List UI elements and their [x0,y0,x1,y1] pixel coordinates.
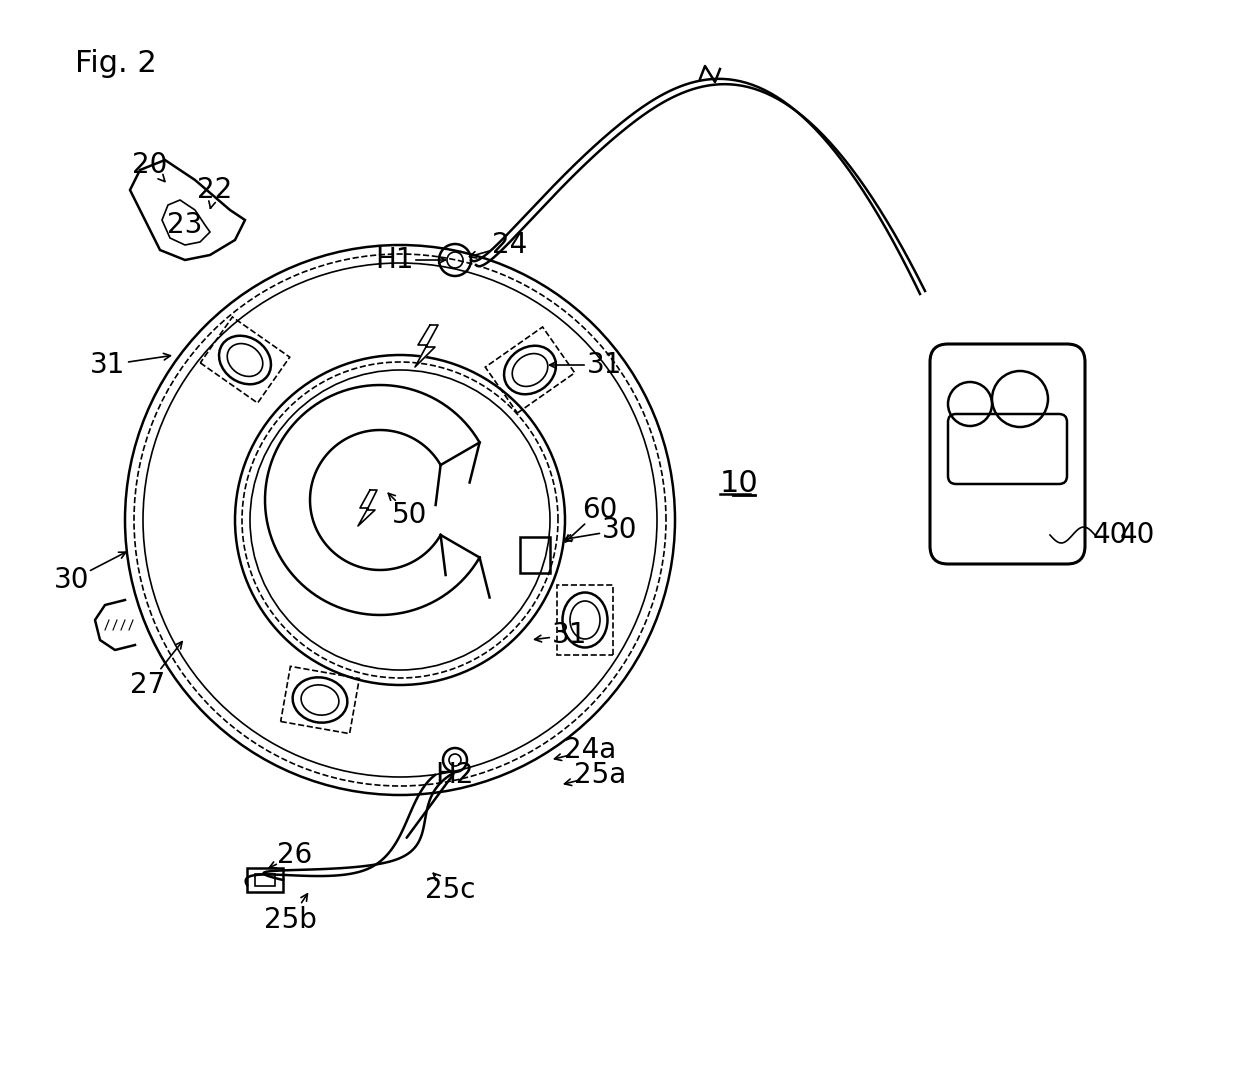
Text: 23: 23 [167,211,202,240]
Bar [247,868,283,892]
Text: H2: H2 [435,761,474,789]
Text: 31: 31 [552,621,588,649]
Bar [201,317,290,403]
Text: 20: 20 [133,151,167,179]
Text: 22: 22 [197,176,233,204]
Text: 31: 31 [91,351,125,379]
Bar [255,874,275,886]
Text: Fig. 2: Fig. 2 [74,49,156,78]
Polygon shape [358,490,377,526]
Text: 25c: 25c [425,876,475,904]
Bar [557,585,613,655]
Text: 60: 60 [583,496,618,524]
Text: 27: 27 [130,671,166,699]
Text: 26: 26 [278,841,312,869]
Bar [485,326,574,413]
Text: 30: 30 [603,516,637,545]
Bar [520,537,551,574]
Text: 30: 30 [55,566,89,594]
Text: 10: 10 [720,469,759,498]
Text: 25a: 25a [574,761,626,789]
Text: 40: 40 [1092,521,1127,549]
Bar [280,666,360,734]
Text: 50: 50 [392,500,428,529]
Text: 31: 31 [588,351,622,379]
Text: 24: 24 [492,231,528,259]
Text: H1: H1 [376,246,414,274]
Text: 24a: 24a [564,736,616,764]
Polygon shape [415,325,438,367]
Text: 40: 40 [1120,521,1156,549]
Text: 25b: 25b [264,906,316,934]
